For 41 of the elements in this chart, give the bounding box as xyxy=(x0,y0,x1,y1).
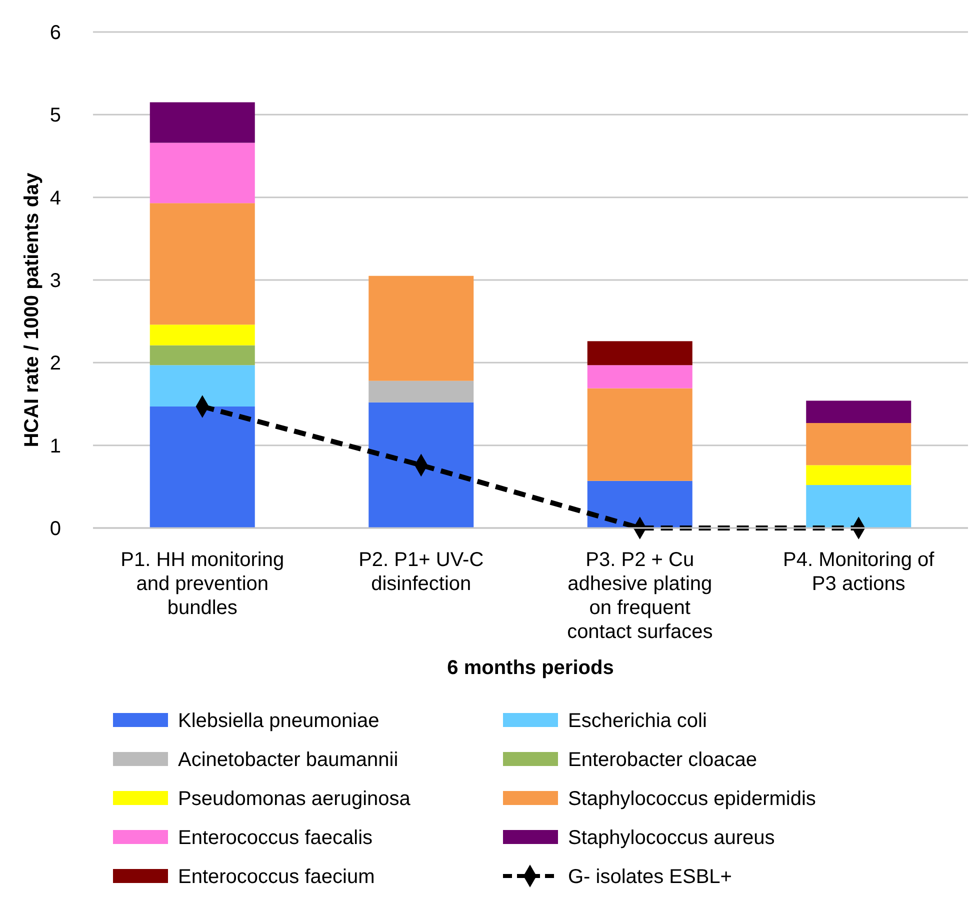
bar xyxy=(150,102,255,143)
y-tick-label: 2 xyxy=(50,352,61,375)
bar xyxy=(806,485,912,528)
legend-label: Pseudomonas aeruginosa xyxy=(178,788,412,810)
bar xyxy=(806,400,912,424)
bar xyxy=(150,203,255,325)
legend-label: Enterococcus faecium xyxy=(178,866,375,888)
y-tick-label: 0 xyxy=(50,518,61,540)
y-tick-label: 5 xyxy=(50,104,61,127)
x-tick-label: P3. P2 + Cu adhesive plating on frequent contact surfaces xyxy=(567,549,713,643)
legend-label: Enterobacter cloacae xyxy=(568,749,758,771)
bar xyxy=(150,406,255,528)
bar xyxy=(150,324,255,346)
bar xyxy=(368,276,474,381)
legend-label: Klebsiella pneumoniae xyxy=(178,710,380,732)
bar xyxy=(587,341,692,366)
bar xyxy=(150,142,255,204)
y-tick-label: 4 xyxy=(50,187,61,210)
y-tick-label: 1 xyxy=(50,435,61,458)
x-tick-label: P2. P1+ UV-C disinfection xyxy=(358,549,484,595)
y-tick-label: 6 xyxy=(50,22,61,44)
bar xyxy=(587,365,692,388)
x-tick-label: P4. Monitoring of P3 actions xyxy=(783,549,935,595)
x-tick-label: P1. HH monitoring and prevention bundles xyxy=(120,549,284,619)
legend-label: Staphylococcus epidermidis xyxy=(568,788,816,810)
bar xyxy=(368,380,474,402)
bar xyxy=(150,365,255,406)
x-axis-title: 6 months periods xyxy=(447,657,614,679)
legend-label: Acinetobacter baumannii xyxy=(178,749,398,771)
legend-label: Enterococcus faecalis xyxy=(178,827,373,849)
y-axis-title: HCAI rate / 1000 patients day xyxy=(21,172,43,448)
bar xyxy=(368,402,474,528)
bar xyxy=(806,423,912,466)
bar xyxy=(587,388,692,481)
bar xyxy=(150,345,255,366)
bar xyxy=(587,480,692,528)
legend-label: G- isolates ESBL+ xyxy=(568,866,732,888)
legend-label: Escherichia coli xyxy=(568,710,707,732)
legend-label: Staphylococcus aureus xyxy=(568,827,775,849)
bar xyxy=(806,465,912,486)
y-tick-label: 3 xyxy=(50,270,61,292)
